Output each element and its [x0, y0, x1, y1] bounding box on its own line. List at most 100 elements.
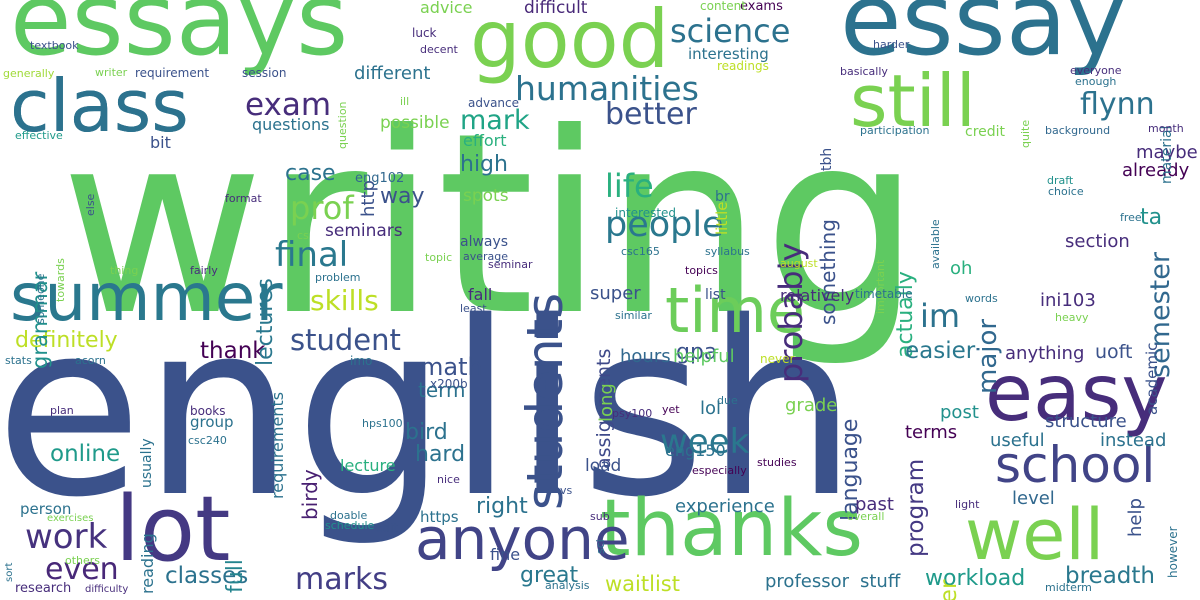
cloud-word: timetable	[855, 287, 913, 301]
cloud-word: others	[65, 554, 101, 567]
cloud-word: topics	[685, 264, 718, 277]
cloud-word: way	[380, 184, 425, 209]
cloud-word: problem	[315, 271, 361, 284]
cloud-word: birdy	[298, 469, 322, 520]
cloud-word: sub	[590, 510, 610, 523]
cloud-word: major	[973, 318, 1003, 394]
cloud-word: research	[15, 581, 72, 596]
cloud-word: draft	[1047, 174, 1074, 187]
cloud-word: effort	[463, 131, 507, 150]
cloud-word: nice	[437, 473, 460, 486]
cloud-word: mark	[460, 105, 530, 136]
cloud-word: never	[760, 352, 795, 366]
cloud-word: fall	[468, 285, 493, 304]
cloud-word: winter	[936, 580, 962, 600]
cloud-word: csc240	[188, 434, 227, 447]
cloud-word: great	[520, 563, 579, 588]
cloud-word: lot	[115, 477, 231, 582]
cloud-word: still	[850, 59, 976, 143]
cloud-word: doable	[330, 509, 368, 522]
cloud-word: interesting	[688, 45, 769, 63]
cloud-word: flynn	[1080, 87, 1155, 122]
cloud-word: always	[460, 234, 509, 250]
cloud-word: workload	[925, 566, 1026, 591]
cloud-word: oh	[950, 258, 973, 279]
cloud-word: person	[20, 500, 72, 518]
cloud-word: free	[1120, 211, 1142, 224]
cloud-word: eng102	[355, 171, 405, 186]
cloud-word: high	[460, 152, 508, 177]
cloud-word: relatively	[780, 286, 855, 305]
cloud-word: available	[929, 219, 942, 269]
cloud-word: term	[418, 378, 466, 402]
cloud-word: exercises	[47, 513, 94, 524]
cloud-word: difficult	[524, 0, 588, 18]
cloud-word: august	[780, 257, 818, 270]
cloud-word: especially	[692, 464, 747, 477]
cloud-word: stats	[5, 354, 32, 367]
cloud-word: requirements	[268, 391, 287, 499]
cloud-word: due	[717, 394, 738, 407]
cloud-word: similar	[615, 309, 652, 322]
cloud-word: else	[84, 193, 97, 216]
cloud-word: choice	[1048, 185, 1084, 198]
cloud-word: exam	[245, 87, 332, 123]
cloud-word: program	[903, 458, 929, 557]
cloud-word: month	[1148, 122, 1184, 135]
cloud-word: difficulty	[85, 584, 129, 595]
cloud-word: tbh	[819, 147, 835, 171]
cloud-word: usually	[139, 438, 155, 488]
cloud-word: quite	[1019, 119, 1032, 148]
cloud-word: x200b	[430, 377, 468, 391]
cloud-word: seminars	[325, 221, 403, 241]
cloud-word: week	[660, 422, 750, 462]
cloud-word: breadth	[1065, 563, 1155, 589]
cloud-word: useful	[990, 430, 1045, 451]
cloud-word: cs	[297, 229, 309, 242]
cloud-word: instead	[1100, 430, 1167, 451]
cloud-word: questions	[252, 115, 330, 134]
cloud-word: someone	[34, 273, 47, 324]
cloud-word: work	[25, 517, 108, 557]
cloud-word: grade	[785, 395, 838, 416]
cloud-word: load	[585, 456, 622, 476]
cloud-word: decent	[420, 43, 458, 56]
cloud-word: professor	[765, 571, 850, 592]
cloud-word: super	[590, 283, 641, 304]
cloud-word: case	[285, 161, 336, 186]
cloud-word: life	[605, 167, 654, 205]
cloud-word: analysis	[545, 579, 590, 592]
cloud-word: gpa	[676, 340, 718, 365]
cloud-word: summer	[10, 259, 283, 336]
cloud-word: thank	[200, 338, 266, 364]
cloud-word: essays	[10, 0, 349, 78]
cloud-word: waitlist	[605, 572, 680, 596]
cloud-word: plan	[50, 404, 74, 417]
cloud-word: everyone	[1070, 64, 1122, 77]
cloud-word: harder	[873, 38, 910, 51]
cloud-word: ill	[400, 95, 410, 108]
cloud-word: ta	[1140, 205, 1163, 230]
cloud-word: math	[420, 353, 483, 381]
cloud-word: content	[700, 0, 746, 13]
cloud-word: acorn	[75, 354, 106, 367]
cloud-word: format	[225, 192, 262, 205]
cloud-word: right	[476, 494, 528, 519]
cloud-word: luck	[412, 26, 437, 40]
cloud-word: people	[605, 205, 724, 245]
cloud-word: basically	[840, 65, 888, 78]
cloud-word: even	[45, 552, 119, 587]
cloud-word: topic	[425, 251, 453, 264]
cloud-word: session	[242, 66, 287, 80]
cloud-word: lectures	[253, 278, 278, 366]
cloud-word: advance	[468, 96, 520, 110]
cloud-word: fine	[490, 545, 521, 564]
cloud-word: enough	[1075, 75, 1117, 88]
cloud-word: something	[816, 219, 840, 325]
cloud-word: little	[713, 201, 731, 236]
cloud-word: generally	[3, 67, 55, 80]
cloud-word: school	[995, 436, 1156, 494]
cloud-word: average	[463, 250, 509, 263]
cloud-word: different	[354, 63, 431, 84]
